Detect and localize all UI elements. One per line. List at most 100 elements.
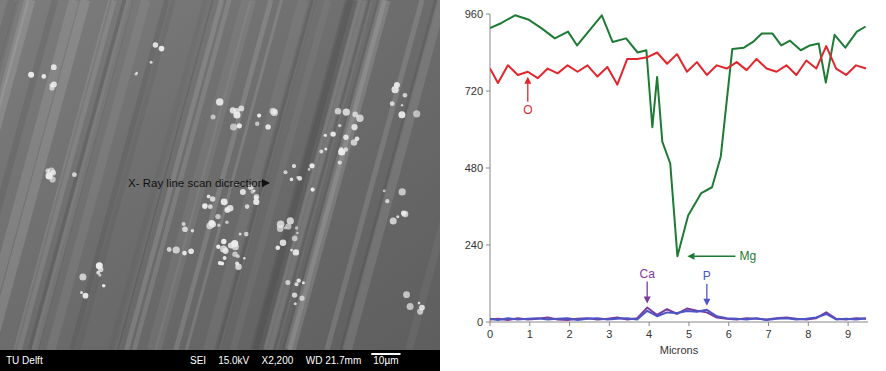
info-text: SEI [190,355,206,366]
particle [290,249,293,252]
particle [208,204,213,209]
series-line [490,15,866,256]
series-label: Ca [639,267,655,281]
scale-bar [371,353,400,355]
x-tick-label: 1 [527,328,533,340]
particle [265,124,270,129]
axes: 02404807209600123456789Microns [465,8,868,356]
plot-area [490,15,866,320]
particle [273,110,277,114]
particle [235,261,239,265]
particle [224,201,227,204]
particle [284,227,287,230]
particle [295,226,298,229]
y-tick [486,322,490,323]
particle [324,134,327,137]
particle [330,131,335,136]
annotation-arrow [693,256,735,257]
y-tick-label: 960 [465,8,483,20]
particle [352,112,358,118]
particle [407,303,414,310]
x-tick [688,322,689,326]
particle [191,229,194,232]
particle [355,136,360,141]
particle [335,108,341,114]
particle [290,178,294,182]
particle [383,190,386,193]
particle [210,221,216,227]
polish-streak [18,0,113,350]
particle [159,46,165,52]
particle [79,273,86,280]
y-tick-label: 720 [465,85,483,97]
particle [240,189,246,195]
particle [396,215,399,218]
info-text: 15.0kV [218,355,249,366]
polish-streak [176,0,271,350]
x-axis-title: Microns [660,344,699,356]
polish-streak [409,0,440,350]
particle [401,211,406,216]
polish-streak [0,0,18,350]
particle [343,135,348,140]
particle [230,123,237,130]
particle [42,74,47,79]
particle [294,302,297,305]
particle [385,199,389,203]
particle [319,150,323,154]
particle [295,282,299,286]
series-label: O [523,103,532,117]
particle [254,194,260,200]
particle [72,172,77,177]
particle [284,170,288,174]
x-tick [569,322,570,326]
y-axis [490,14,491,322]
x-tick-label: 4 [646,328,652,340]
particle [221,239,226,244]
particle [232,243,239,250]
particle [285,280,290,285]
particle [207,195,211,199]
polish-streak [35,0,130,350]
particle [390,101,395,106]
arrow-label: X- Ray line scan dicrection [128,177,264,189]
annotation-arrow-head [644,297,651,304]
annotation-arrow [527,83,528,102]
particle [398,111,405,118]
particle [394,82,400,88]
particle [150,61,153,64]
polish-streak [271,0,366,350]
x-tick [768,322,769,326]
particle [413,110,420,117]
particle [182,227,188,233]
polish-streak [72,0,167,350]
particle [302,281,305,284]
particle [223,248,229,254]
particle [216,98,223,105]
particle [338,124,341,127]
particle [96,262,103,269]
particle [50,176,56,182]
info-text: TU Delft [6,355,43,366]
annotation-arrow-head [524,77,531,84]
particle [136,72,138,74]
particle [253,190,256,193]
particle [48,167,55,174]
annotation-arrow [647,282,648,298]
particle [202,203,208,209]
annotation-arrow-head [703,299,710,306]
annotations: MgOCaP [523,77,756,306]
particle [297,278,301,282]
particle [299,296,304,301]
particle [255,122,259,126]
annotation-arrow-head [687,253,694,260]
particle [351,124,357,130]
micrograph [0,0,440,350]
x-tick [609,322,610,326]
particle [338,161,342,165]
info-text: 10µm [373,355,398,366]
x-tick-label: 6 [726,328,732,340]
particle [419,305,425,311]
x-tick-label: 2 [567,328,573,340]
particle [216,245,220,249]
